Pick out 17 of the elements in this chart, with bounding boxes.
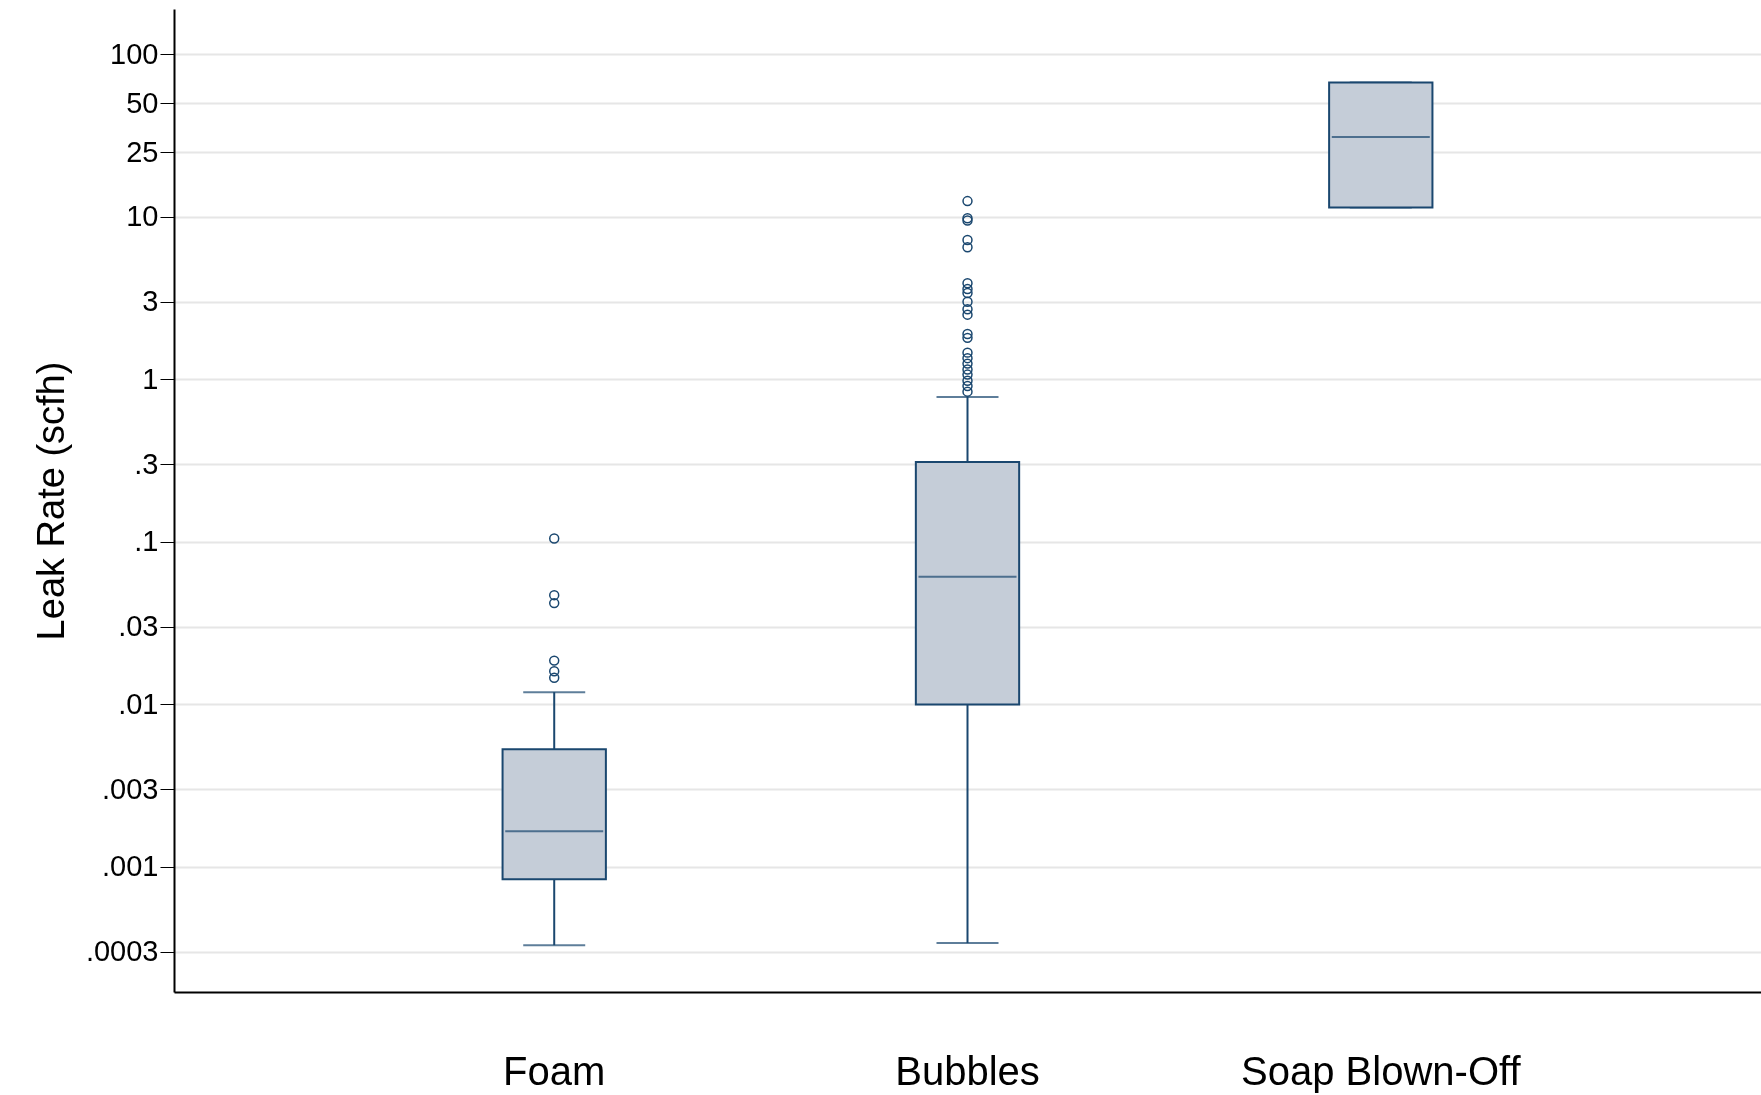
x-tick-label: Bubbles [895,1048,1040,1093]
y-axis-title: Leak Rate (scfh) [29,361,72,641]
y-tick-label: 10 [126,200,159,233]
x-tick-label: Soap Blown-Off [1241,1048,1522,1093]
y-tick-label: 100 [110,37,159,70]
y-tick-label: 1 [142,362,159,395]
y-tick-label: .003 [102,772,159,805]
y-tick-label: .01 [118,687,159,720]
y-tick-label: .0003 [85,935,159,968]
y-tick-label: 25 [126,135,159,168]
y-tick-label: .3 [134,447,159,480]
y-tick-label: 3 [142,285,159,318]
y-tick-label: .03 [118,610,159,643]
y-tick-label: 50 [126,86,159,119]
y-tick-label: .1 [134,525,159,558]
y-tick-label: .001 [102,850,159,883]
x-tick-label: Foam [503,1048,606,1093]
